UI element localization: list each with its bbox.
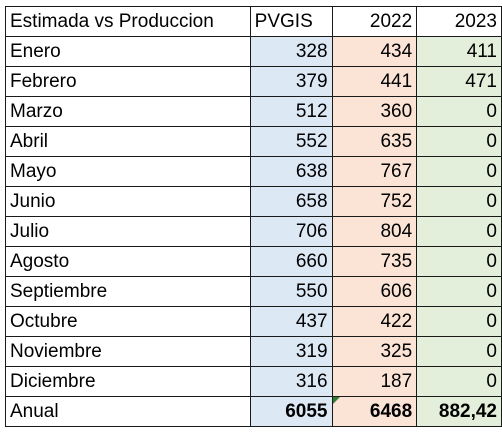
pvgis-cell[interactable]: 316 [249,366,333,397]
value-2023-cell[interactable]: 0 [416,276,502,307]
table-row: Junio 658 752 0 [5,186,502,217]
value-2022-cell[interactable]: 422 [331,306,418,337]
total-2023-cell[interactable]: 882,42 [416,396,502,427]
value-2022-cell[interactable]: 325 [331,336,418,367]
value-2022-cell[interactable]: 735 [331,246,418,277]
value-2023-cell[interactable]: 0 [416,366,502,397]
value-2022-cell[interactable]: 441 [331,66,418,97]
table-row: Marzo 512 360 0 [5,96,502,127]
table-row: Diciembre 316 187 0 [5,366,502,397]
value-2023-cell[interactable]: 411 [416,36,502,67]
value-2022-cell[interactable]: 635 [331,126,418,157]
value-2023-cell[interactable]: 0 [416,336,502,367]
month-cell[interactable]: Noviembre [5,336,251,367]
month-cell[interactable]: Abril [5,126,251,157]
pvgis-cell[interactable]: 512 [249,96,333,127]
pvgis-cell[interactable]: 550 [249,276,333,307]
header-pvgis-cell[interactable]: PVGIS [249,6,333,37]
value-2023-cell[interactable]: 0 [416,306,502,337]
pvgis-cell[interactable]: 658 [249,186,333,217]
value-2023-cell[interactable]: 0 [416,246,502,277]
month-cell[interactable]: Septiembre [5,276,251,307]
pvgis-cell[interactable]: 638 [249,156,333,187]
value-2023-cell[interactable]: 0 [416,156,502,187]
production-table: Estimada vs Produccion PVGIS 2022 2023 E… [5,6,502,427]
pvgis-cell[interactable]: 328 [249,36,333,67]
month-cell[interactable]: Julio [5,216,251,247]
value-2022-cell[interactable]: 752 [331,186,418,217]
pvgis-cell[interactable]: 660 [249,246,333,277]
month-cell[interactable]: Junio [5,186,251,217]
value-2023-cell[interactable]: 471 [416,66,502,97]
month-cell[interactable]: Agosto [5,246,251,277]
table-row: Julio 706 804 0 [5,216,502,247]
pvgis-cell[interactable]: 552 [249,126,333,157]
table-row: Enero 328 434 411 [5,36,502,67]
month-cell[interactable]: Mayo [5,156,251,187]
table-row: Octubre 437 422 0 [5,306,502,337]
month-cell[interactable]: Diciembre [5,366,251,397]
table-row: Febrero 379 441 471 [5,66,502,97]
total-row: Anual 6055 6468 882,42 [5,396,502,427]
total-pvgis-cell[interactable]: 6055 [249,396,333,427]
table-row: Abril 552 635 0 [5,126,502,157]
value-2022-cell[interactable]: 434 [331,36,418,67]
value-2022-cell[interactable]: 187 [331,366,418,397]
value-2022-cell[interactable]: 606 [331,276,418,307]
month-cell[interactable]: Octubre [5,306,251,337]
pvgis-cell[interactable]: 706 [249,216,333,247]
month-cell[interactable]: Enero [5,36,251,67]
header-2022-cell[interactable]: 2022 [331,6,418,37]
value-2023-cell[interactable]: 0 [416,126,502,157]
table-row: Noviembre 319 325 0 [5,336,502,367]
value-2023-cell[interactable]: 0 [416,96,502,127]
header-label-cell[interactable]: Estimada vs Produccion [5,6,251,37]
pvgis-cell[interactable]: 379 [249,66,333,97]
total-label-cell[interactable]: Anual [5,396,251,427]
table-row: Mayo 638 767 0 [5,156,502,187]
month-cell[interactable]: Febrero [5,66,251,97]
table-row: Septiembre 550 606 0 [5,276,502,307]
table-row: Agosto 660 735 0 [5,246,502,277]
pvgis-cell[interactable]: 437 [249,306,333,337]
value-2022-cell[interactable]: 767 [331,156,418,187]
header-row: Estimada vs Produccion PVGIS 2022 2023 [5,6,502,37]
value-2023-cell[interactable]: 0 [416,216,502,247]
value-2023-cell[interactable]: 0 [416,186,502,217]
header-2023-cell[interactable]: 2023 [416,6,502,37]
total-2022-cell[interactable]: 6468 [331,396,418,427]
pvgis-cell[interactable]: 319 [249,336,333,367]
month-cell[interactable]: Marzo [5,96,251,127]
value-2022-cell[interactable]: 360 [331,96,418,127]
value-2022-cell[interactable]: 804 [331,216,418,247]
